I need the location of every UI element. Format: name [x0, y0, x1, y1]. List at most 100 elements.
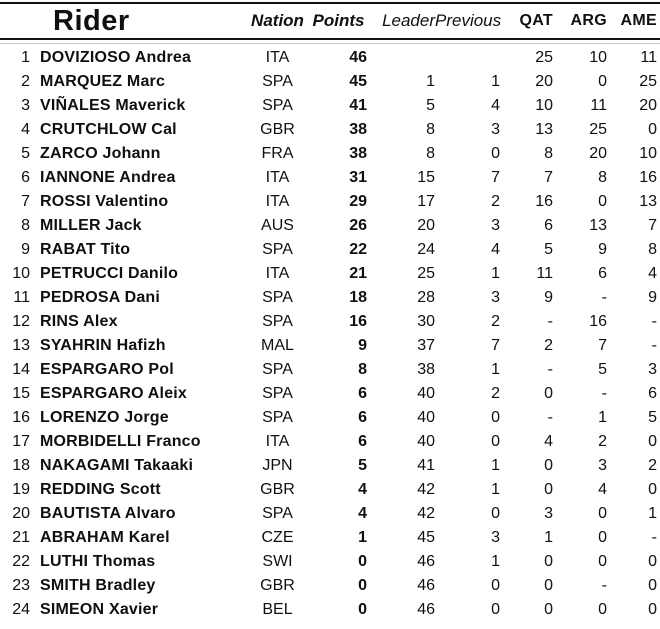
- arg-race-points: 0: [598, 505, 607, 522]
- qat-race-points: 0: [544, 553, 553, 570]
- rider-name: MARQUEZ Marc: [40, 73, 166, 90]
- gap-to-leader: 38: [417, 361, 435, 378]
- gap-to-leader: 15: [417, 169, 435, 186]
- rider-points: 22: [349, 241, 367, 258]
- arg-race-points: -: [601, 577, 607, 594]
- rider-name: NAKAGAMI Takaaki: [40, 457, 194, 474]
- header-ghost-rule: [0, 43, 660, 44]
- rider-name: PEDROSA Dani: [40, 289, 161, 306]
- rider-points: 31: [349, 169, 367, 186]
- qat-race-points: 0: [544, 385, 553, 402]
- ame-race-points: 0: [648, 433, 657, 450]
- table-row: 22 LUTHI Thomas SWI 0 46 1 0 0 0: [0, 550, 657, 574]
- ame-race-points: 6: [648, 385, 657, 402]
- table-row: 9 RABAT Tito SPA 22 24 4 5 9 8: [0, 238, 657, 262]
- qat-race-points: 13: [535, 121, 553, 138]
- rider-points: 5: [358, 457, 367, 474]
- qat-race-points: 16: [535, 193, 553, 210]
- gap-to-previous: 0: [491, 145, 500, 162]
- gap-to-previous: 3: [491, 217, 500, 234]
- ame-race-points: 8: [648, 241, 657, 258]
- qat-race-points: 4: [544, 433, 553, 450]
- gap-to-leader: 8: [426, 121, 435, 138]
- qat-race-points: 6: [544, 217, 553, 234]
- column-header-rider: Rider: [53, 4, 130, 37]
- rider-points: 0: [358, 553, 367, 570]
- rider-points: 29: [349, 193, 367, 210]
- qat-race-points: 2: [544, 337, 553, 354]
- arg-race-points: 0: [598, 73, 607, 90]
- rider-position: 19: [12, 481, 30, 498]
- qat-race-points: 5: [544, 241, 553, 258]
- header-bottom-rule: [0, 38, 660, 40]
- qat-race-points: 20: [535, 73, 553, 90]
- rider-nation: GBR: [260, 481, 295, 498]
- rider-name: VIÑALES Maverick: [40, 97, 186, 114]
- table-row: 19 REDDING Scott GBR 4 42 1 0 4 0: [0, 478, 657, 502]
- ame-race-points: 0: [648, 553, 657, 570]
- ame-race-points: 9: [648, 289, 657, 306]
- table-row: 1 DOVIZIOSO Andrea ITA 46 25 10 11: [0, 46, 657, 70]
- rider-nation: MAL: [261, 337, 294, 354]
- gap-to-leader: 8: [426, 145, 435, 162]
- table-row: 20 BAUTISTA Alvaro SPA 4 42 0 3 0 1: [0, 502, 657, 526]
- rider-points: 46: [349, 49, 367, 66]
- rider-position: 22: [12, 553, 30, 570]
- arg-race-points: 6: [598, 265, 607, 282]
- table-row: 23 SMITH Bradley GBR 0 46 0 0 - 0: [0, 574, 657, 598]
- rider-position: 15: [12, 385, 30, 402]
- arg-race-points: 5: [598, 361, 607, 378]
- rider-position: 21: [12, 529, 30, 546]
- gap-to-leader: 46: [417, 553, 435, 570]
- rider-name: RINS Alex: [40, 313, 118, 330]
- rider-nation: SWI: [262, 553, 293, 570]
- rider-name: ESPARGARO Aleix: [40, 385, 188, 402]
- rider-position: 5: [21, 145, 30, 162]
- qat-race-points: 8: [544, 145, 553, 162]
- rider-position: 18: [12, 457, 30, 474]
- rider-nation: BEL: [262, 601, 293, 618]
- rider-points: 38: [349, 121, 367, 138]
- ame-race-points: 0: [648, 481, 657, 498]
- gap-to-previous: 2: [491, 313, 500, 330]
- gap-to-previous: 2: [491, 385, 500, 402]
- arg-race-points: 20: [589, 145, 607, 162]
- rider-position: 1: [21, 49, 30, 66]
- rider-position: 8: [21, 217, 30, 234]
- rider-nation: SPA: [262, 385, 293, 402]
- qat-race-points: 11: [536, 265, 553, 282]
- rider-name: PETRUCCI Danilo: [40, 265, 179, 282]
- table-top-rule: [0, 2, 660, 4]
- qat-race-points: -: [547, 313, 553, 330]
- rider-position: 24: [12, 601, 30, 618]
- gap-to-leader: 42: [417, 481, 435, 498]
- rider-points: 38: [349, 145, 367, 162]
- gap-to-previous: 4: [491, 97, 500, 114]
- gap-to-previous: 4: [491, 241, 500, 258]
- rider-nation: SPA: [262, 97, 293, 114]
- ame-race-points: 5: [648, 409, 657, 426]
- gap-to-previous: 1: [491, 361, 500, 378]
- gap-to-previous: 1: [491, 481, 500, 498]
- column-header-ame-race: AME: [620, 12, 657, 29]
- table-row: 13 SYAHRIN Hafizh MAL 9 37 7 2 7 -: [0, 334, 657, 358]
- arg-race-points: 2: [598, 433, 607, 450]
- qat-race-points: 10: [535, 97, 553, 114]
- gap-to-leader: 45: [417, 529, 435, 546]
- gap-to-previous: 0: [491, 409, 500, 426]
- rider-points: 0: [358, 577, 367, 594]
- gap-to-leader: 40: [417, 433, 435, 450]
- arg-race-points: 10: [589, 49, 607, 66]
- rider-nation: SPA: [262, 409, 293, 426]
- gap-to-previous: 7: [491, 169, 500, 186]
- arg-race-points: 1: [598, 409, 607, 426]
- rider-position: 23: [12, 577, 30, 594]
- arg-race-points: 16: [589, 313, 607, 330]
- column-header-points: Points: [312, 11, 365, 30]
- table-row: 12 RINS Alex SPA 16 30 2 - 16 -: [0, 310, 657, 334]
- rider-points: 6: [358, 409, 367, 426]
- ame-race-points: 0: [648, 577, 657, 594]
- ame-race-points: 2: [648, 457, 657, 474]
- table-row: 18 NAKAGAMI Takaaki JPN 5 41 1 0 3 2: [0, 454, 657, 478]
